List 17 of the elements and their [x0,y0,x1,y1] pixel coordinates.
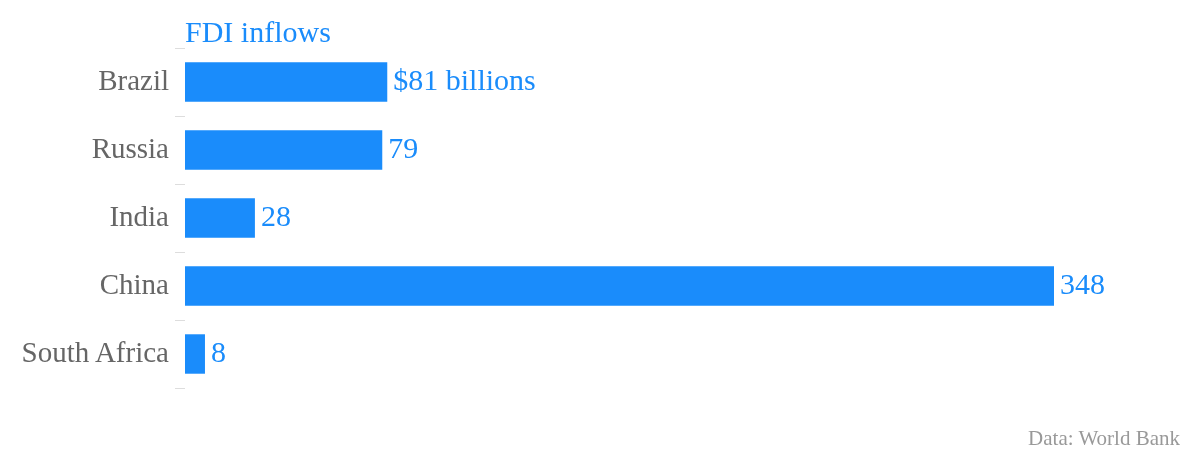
chart-title: FDI inflows [184,15,331,48]
bar [184,334,205,374]
y-tick-label: China [99,267,170,300]
bar [184,130,383,170]
y-tick-label: South Africa [21,335,170,368]
y-tick-label: India [109,199,170,232]
bar [184,198,255,238]
text: Data: World Bank [1028,426,1181,450]
data-label: 348 [1060,266,1105,300]
y-tick-label: Brazil [98,63,169,96]
data-label: 79 [388,130,419,164]
data-label: 8 [210,334,226,368]
y-tick-label: Russia [91,131,170,164]
bar [184,266,1054,306]
bar [184,62,388,102]
data-label: 28 [260,198,291,232]
data-label: $81 billions [393,62,536,96]
